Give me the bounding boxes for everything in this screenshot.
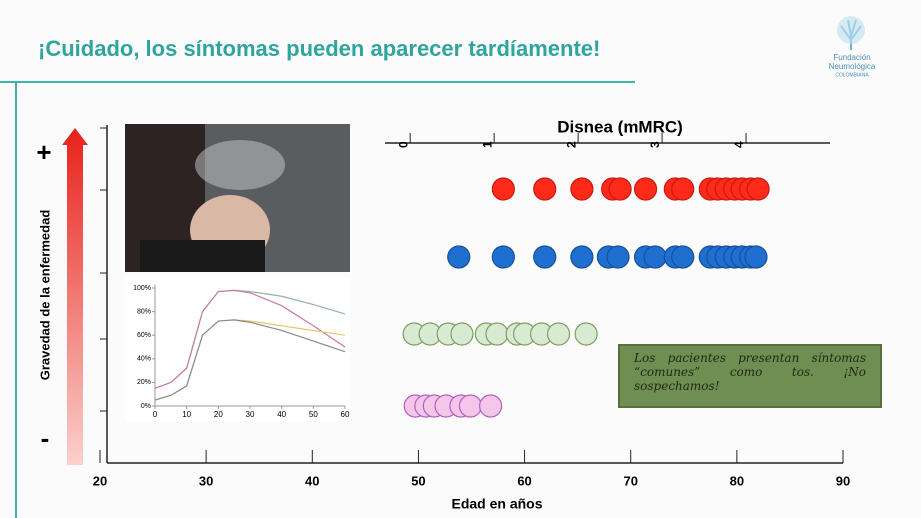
x2-tick-label: 4 [732, 141, 746, 148]
y-bottom-label: - [41, 423, 50, 453]
x-tick-label: 20 [93, 473, 107, 488]
dot [671, 245, 695, 269]
x2-tick-label: 0 [396, 141, 410, 148]
x-tick-label: 70 [623, 473, 637, 488]
dot [570, 245, 594, 269]
dot [450, 322, 474, 346]
x2-tick-label: 2 [564, 141, 578, 148]
y-axis-label: Gravedad de la enfermedad [37, 210, 52, 381]
dot [533, 245, 557, 269]
inset-y-tick-label: 40% [137, 356, 151, 363]
photo [125, 124, 350, 272]
inset-y-tick-label: 80% [137, 308, 151, 315]
logo-text: Neumológica [829, 62, 876, 71]
inset-y-tick-label: 20% [137, 379, 151, 386]
inset-y-tick-label: 0% [141, 403, 151, 410]
inset-x-tick-label: 50 [309, 410, 318, 419]
x2-axis-label: Disnea (mMRC) [557, 117, 683, 136]
dot [608, 177, 632, 201]
y-ticks [100, 127, 107, 412]
severity-arrow [62, 128, 88, 465]
dot [458, 394, 483, 418]
dot [533, 177, 557, 201]
dot [479, 394, 503, 418]
dot [746, 177, 770, 201]
dot [671, 177, 695, 201]
dot [491, 177, 515, 201]
dot [485, 322, 509, 346]
dot [574, 322, 598, 346]
dot [447, 245, 471, 269]
inset-x-tick-label: 30 [246, 410, 255, 419]
inset-x-tick-label: 40 [277, 410, 286, 419]
dot [633, 177, 658, 201]
dot [491, 245, 515, 269]
x2-tick-label: 1 [480, 141, 494, 148]
logo-text: COLOMBIANA [835, 72, 869, 78]
slide-title: ¡Cuidado, los síntomas pueden aparecer t… [38, 36, 600, 61]
logo-text: Fundación [833, 53, 870, 62]
y-top-label: + [36, 137, 51, 167]
dot [643, 245, 667, 269]
inset-x-tick-label: 0 [153, 410, 158, 419]
logo: Fundación Neumológica COLOMBIANA [829, 16, 876, 78]
callout: Los pacientes presentan síntomas “comune… [618, 344, 882, 408]
inset-x-tick-label: 20 [214, 410, 223, 419]
dot [744, 245, 768, 269]
inset-y-tick-label: 100% [133, 285, 151, 292]
inset-bg [125, 278, 350, 421]
x-axis-label: Edad en años [451, 496, 542, 512]
dot [606, 245, 630, 269]
x-tick-label: 50 [411, 473, 425, 488]
dot [546, 322, 571, 346]
x2-tick-label: 3 [648, 141, 662, 148]
inset-y-tick-label: 60% [137, 332, 151, 339]
x-tick-label: 60 [517, 473, 531, 488]
x-tick-label: 40 [305, 473, 319, 488]
inset-line [154, 319, 346, 401]
x-tick-label: 30 [199, 473, 213, 488]
dot [570, 177, 594, 201]
x-tick-label: 90 [836, 473, 850, 488]
x-tick-label: 80 [730, 473, 744, 488]
inset-line [154, 289, 346, 389]
inset-x-tick-label: 10 [182, 410, 191, 419]
inset-x-tick-label: 60 [341, 410, 350, 419]
